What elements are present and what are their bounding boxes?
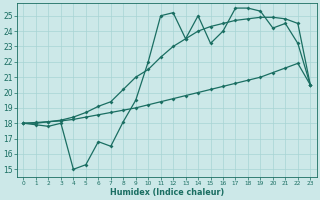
X-axis label: Humidex (Indice chaleur): Humidex (Indice chaleur)	[110, 188, 224, 197]
